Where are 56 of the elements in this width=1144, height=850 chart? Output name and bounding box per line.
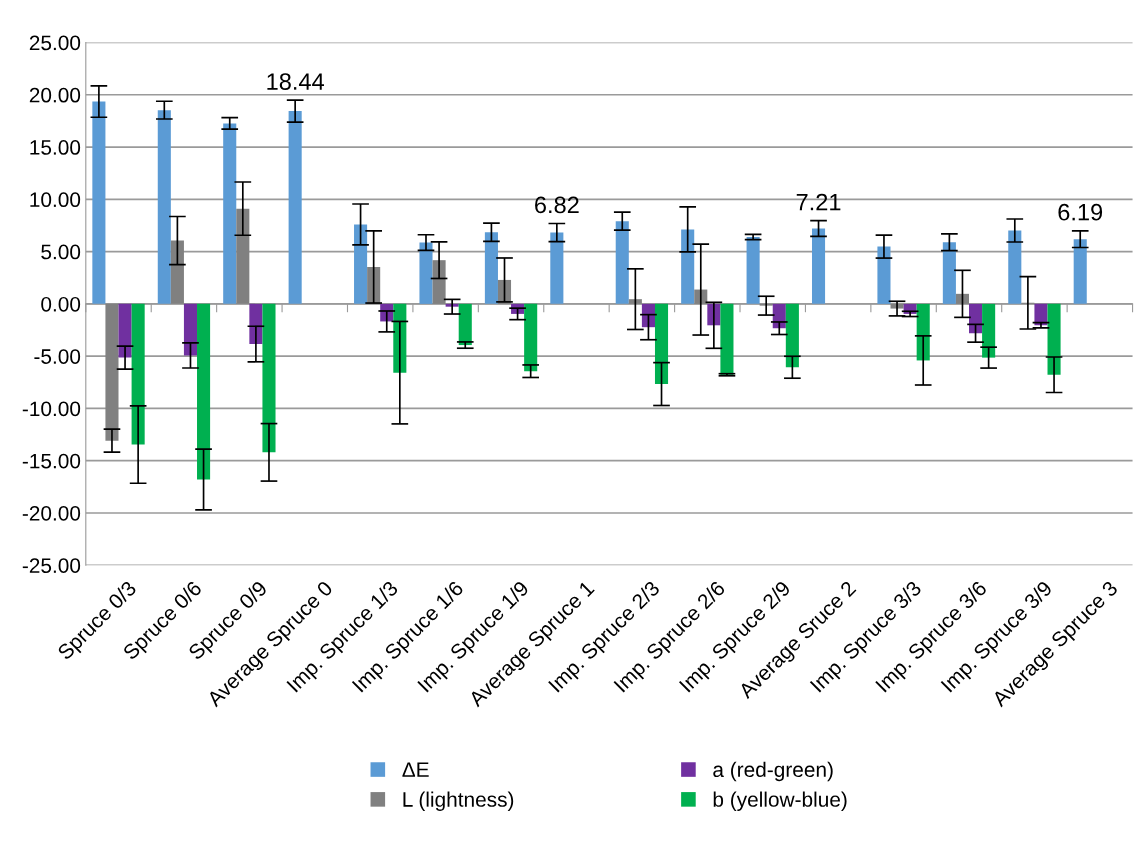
y-tick-label: -5.00 — [34, 349, 81, 364]
bar — [1034, 303, 1048, 326]
legend-label: b (yellow-blue) — [713, 791, 847, 811]
data-label: 18.44 — [267, 73, 325, 90]
bar — [131, 303, 145, 445]
bar — [1047, 303, 1061, 375]
bar — [785, 303, 799, 368]
bar — [354, 224, 368, 304]
data-label: 6.19 — [1058, 203, 1103, 221]
bar — [641, 303, 655, 328]
bar — [628, 299, 642, 304]
bar — [550, 232, 564, 304]
bar — [223, 123, 237, 304]
bar — [197, 303, 211, 480]
bar — [811, 228, 826, 304]
legend-label: ΔE — [402, 762, 429, 777]
data-label: 6.82 — [535, 196, 579, 214]
bar — [720, 303, 734, 375]
bar — [955, 293, 969, 304]
bar — [969, 303, 983, 334]
bar — [92, 101, 106, 304]
bar — [1008, 230, 1022, 304]
y-tick-label: -20.00 — [22, 505, 81, 521]
bar — [942, 242, 956, 304]
y-tick-label: 5.00 — [41, 244, 81, 260]
bar — [118, 303, 132, 358]
bar — [681, 229, 695, 304]
y-tick-label: 25.00 — [29, 35, 81, 51]
legend-label: a (red-green) — [713, 761, 833, 782]
bar — [105, 303, 119, 441]
bar — [524, 303, 538, 372]
bar — [419, 242, 433, 304]
y-tick-label: -15.00 — [22, 453, 81, 469]
bar — [183, 303, 198, 356]
bar — [1073, 239, 1087, 304]
bar — [236, 208, 250, 304]
bar — [170, 240, 184, 304]
y-tick-label: 20.00 — [29, 87, 81, 103]
bar — [458, 303, 472, 346]
bar — [288, 111, 302, 304]
y-tick-label: 15.00 — [30, 140, 81, 155]
bar — [615, 221, 629, 304]
data-label: 7.21 — [796, 193, 841, 211]
bar — [432, 260, 446, 304]
bar — [484, 232, 498, 304]
bar — [877, 246, 891, 304]
y-tick-label: 10.00 — [30, 192, 81, 208]
bar — [654, 303, 669, 385]
bar — [262, 303, 276, 453]
y-tick-label: 0.00 — [41, 296, 81, 312]
bar — [982, 303, 996, 358]
bar — [157, 110, 171, 304]
bar — [746, 236, 760, 304]
y-tick-label: -25.00 — [22, 558, 81, 573]
legend-label: L (lightness) — [403, 791, 514, 811]
y-tick-label: -10.00 — [22, 401, 81, 417]
